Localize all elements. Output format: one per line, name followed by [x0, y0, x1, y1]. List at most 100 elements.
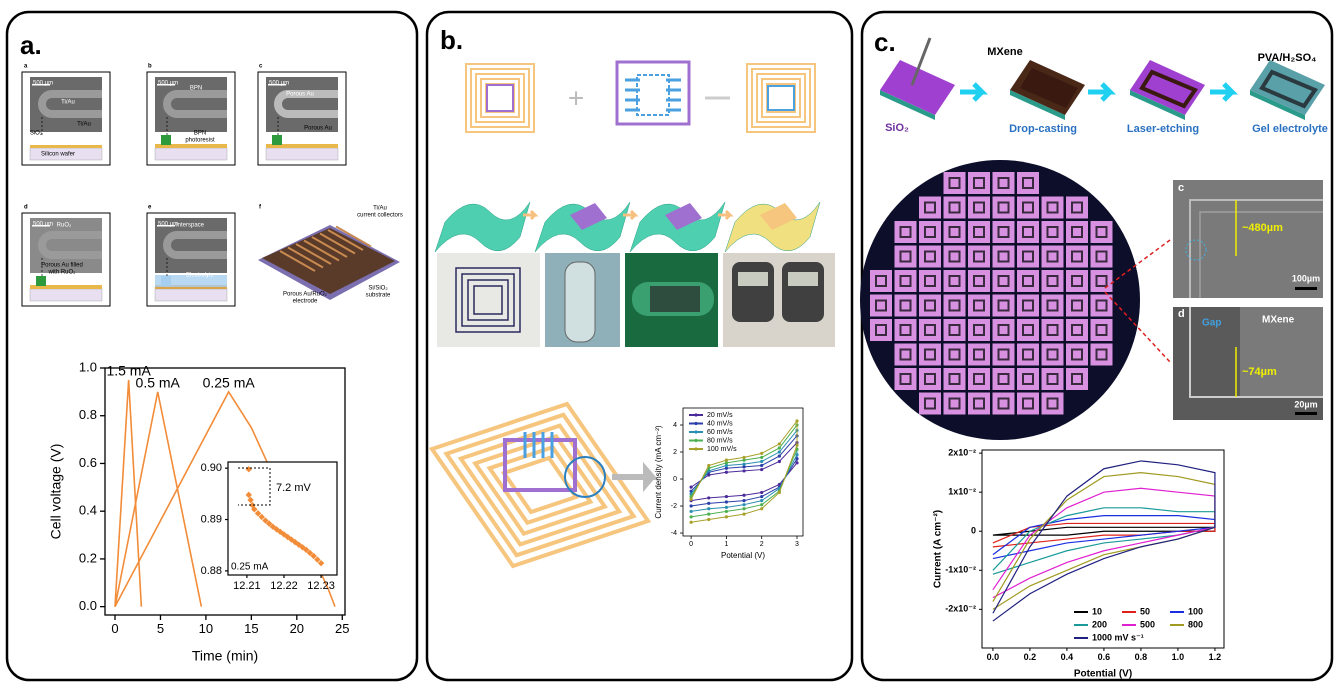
panel-label: b.: [440, 25, 463, 55]
annotation: 7.2 mV: [276, 482, 312, 494]
chip: [968, 368, 990, 390]
point: [295, 541, 303, 548]
sem-channel: [38, 231, 102, 259]
x-tick-label: 0.6: [1098, 652, 1111, 662]
photo-device: [650, 286, 700, 312]
annotation: BPN: [190, 86, 202, 92]
annotation: 100µm: [1292, 273, 1320, 283]
substrate-side: [1130, 90, 1185, 120]
marker: [724, 463, 729, 468]
chip: [943, 294, 966, 317]
chip: [1090, 221, 1113, 243]
chip: [992, 270, 1015, 292]
chip-pattern: [1046, 226, 1059, 238]
x-axis-label: Potential (V): [1074, 669, 1132, 680]
core: [636, 74, 670, 116]
annotation: a: [24, 64, 28, 70]
y-tick-label: 0.6: [79, 455, 97, 470]
chip: [968, 196, 990, 219]
chip: [919, 343, 941, 366]
electrode-finger: [335, 225, 372, 248]
coil-turn: [457, 423, 623, 547]
collector: [615, 60, 691, 126]
point: [251, 506, 258, 513]
legend-label: 500: [1140, 619, 1155, 629]
chip-pattern: [973, 373, 985, 385]
marker: [724, 505, 729, 509]
chip: [968, 245, 990, 268]
chip-pattern: [1022, 250, 1034, 263]
chip-pattern: [899, 299, 912, 312]
marker: [707, 512, 711, 516]
pattern: [570, 203, 607, 230]
chip-pattern: [1022, 275, 1034, 287]
marker: [689, 520, 693, 524]
chip: [919, 270, 941, 292]
chip-pattern: [973, 348, 985, 361]
chip: [968, 172, 990, 194]
layer-block: [161, 135, 171, 145]
inner-device: [767, 85, 795, 111]
gap-circle: [1185, 239, 1207, 261]
chip-pattern: [1071, 348, 1083, 361]
electrode-finger: [287, 246, 324, 269]
chip: [1066, 294, 1088, 317]
chip: [1017, 245, 1039, 268]
layer-substrate: [154, 147, 228, 161]
chip-pattern: [948, 250, 961, 263]
bracket: [238, 467, 271, 506]
panel-label: c.: [874, 27, 896, 57]
chip: [968, 392, 990, 415]
x-tick-label: 0: [111, 621, 118, 636]
x-tick-label: 2: [760, 541, 764, 548]
marker: [689, 509, 693, 514]
chip: [992, 392, 1015, 415]
chip: [1090, 245, 1113, 268]
step-arrow: [523, 209, 539, 221]
layer-substrate: [154, 288, 228, 302]
marker: [760, 507, 764, 511]
point: [306, 549, 314, 557]
sem-film: [1240, 307, 1323, 397]
marker: [689, 485, 693, 489]
point: [291, 538, 299, 546]
chip: [894, 294, 917, 317]
chart: 0.0 0.2 0.4 0.6 0.8 1.0 1.2 2x10⁻² 1x10⁻² 0 -1x10⁻…: [933, 447, 1225, 680]
annotation: Si/SiO₂: [368, 286, 388, 292]
chip: [919, 221, 941, 243]
chip: [992, 343, 1015, 366]
electrode-finger: [295, 243, 332, 265]
sem-channel: [163, 90, 227, 118]
legend-label: 100: [1188, 606, 1203, 616]
chip-pattern: [948, 348, 961, 361]
chip-pattern: [1071, 324, 1083, 336]
point: [258, 513, 265, 521]
series-label: 0.25 mA: [203, 375, 256, 391]
marker: [742, 499, 746, 503]
chip-pattern: [997, 177, 1010, 189]
series-label: 0.5 mA: [136, 375, 181, 391]
chip: [919, 319, 941, 341]
chip-pattern: [973, 397, 985, 410]
y-tick-label: 0: [971, 526, 976, 536]
chip-pattern: [997, 201, 1010, 214]
chip: [1017, 270, 1039, 292]
annotation: Electrolyte: [186, 273, 215, 279]
chip-pattern: [973, 324, 985, 336]
annotation: 500 µm: [158, 222, 178, 228]
electrode-finger: [327, 229, 364, 251]
y-tick-label: -2x10⁻²: [945, 604, 976, 614]
chip-pattern: [997, 348, 1010, 361]
annotation: 20µm: [1294, 399, 1317, 409]
marker: [707, 473, 711, 477]
chip-pattern: [1071, 275, 1083, 287]
series-label: 1.5 mA: [106, 363, 151, 379]
chip: [943, 245, 966, 268]
x-tick-label: 5: [157, 621, 164, 636]
marker: [724, 500, 729, 504]
chip-pattern: [1095, 324, 1108, 336]
chip-pattern: [924, 226, 936, 238]
chip: [894, 270, 917, 292]
pattern: [1139, 69, 1199, 109]
annotation: 500 µm: [158, 81, 178, 87]
